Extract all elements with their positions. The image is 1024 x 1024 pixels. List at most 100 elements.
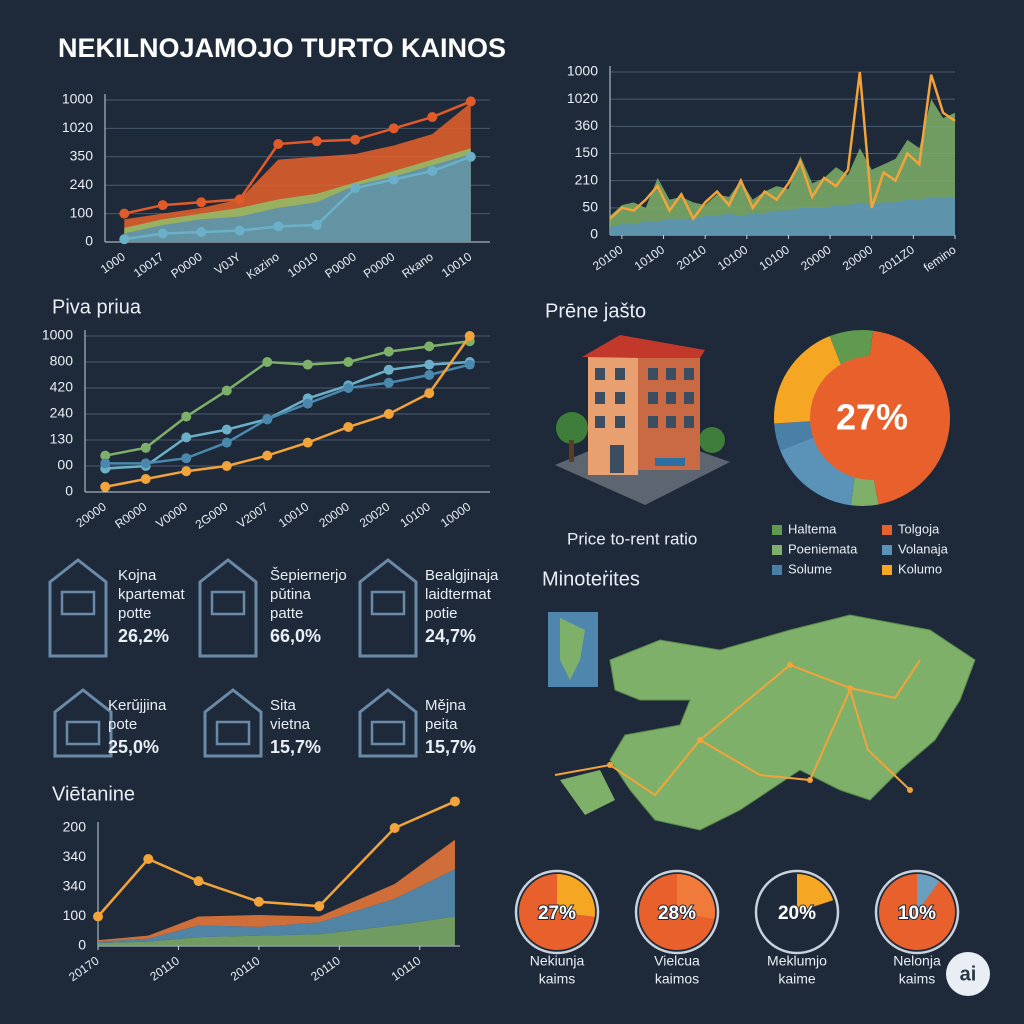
area — [610, 99, 955, 236]
section-caption: Price to-rent ratio — [567, 529, 697, 548]
marker — [221, 437, 232, 448]
legend-label: Kolumo — [898, 561, 942, 576]
marker — [427, 166, 438, 176]
marker — [157, 200, 168, 211]
house-window — [210, 590, 246, 616]
section-title: Prēne jašto — [545, 300, 646, 322]
stat-tile: Sita vietna 15,7% — [203, 688, 321, 758]
marker — [424, 388, 435, 399]
stat-value: 24,7% — [425, 626, 476, 646]
donut-label: Vielcua — [654, 953, 700, 969]
area — [610, 196, 955, 235]
donut-value: 10% — [898, 903, 936, 924]
badge: ai — [960, 963, 977, 985]
legend-swatch — [882, 545, 892, 555]
marker — [424, 341, 435, 352]
y-tick-label: 1020 — [567, 90, 598, 106]
marker — [388, 174, 399, 185]
house-icon — [358, 558, 418, 658]
marker — [234, 225, 245, 236]
marker — [464, 359, 475, 370]
marker — [311, 136, 322, 147]
y-tick-label: 800 — [50, 353, 74, 369]
marker — [100, 450, 111, 461]
line — [105, 360, 470, 470]
legend-label: Haltema — [788, 521, 837, 536]
legend-swatch — [882, 565, 892, 575]
area — [98, 839, 455, 942]
marker — [311, 219, 322, 230]
y-tick-label: 420 — [50, 379, 74, 395]
legend-swatch — [882, 525, 892, 535]
line — [123, 100, 472, 215]
marker — [343, 383, 354, 393]
marker — [234, 194, 245, 205]
y-tick-label: 0 — [590, 226, 598, 242]
donut-wedge — [797, 874, 834, 912]
donut-rest — [879, 874, 955, 950]
y-tick-label: 360 — [575, 117, 599, 133]
y-tick-label: 1000 — [567, 63, 598, 79]
marker — [383, 377, 394, 388]
marker — [221, 424, 232, 435]
marker — [119, 234, 130, 245]
donut-ring — [514, 869, 600, 955]
marker — [350, 183, 361, 194]
marker — [273, 139, 284, 150]
marker — [119, 208, 130, 219]
house-window — [370, 590, 406, 616]
y-tick-label: 350 — [70, 148, 94, 164]
donut-label: Meklumjo — [767, 953, 827, 969]
legend-label: Poeniemata — [788, 541, 858, 556]
marker — [383, 364, 394, 375]
line — [124, 155, 472, 241]
donut-ring — [634, 869, 720, 955]
marker — [221, 461, 232, 471]
badge-bg — [946, 952, 990, 996]
marker — [140, 474, 151, 484]
stat-label: Kerǔjjina — [108, 697, 167, 714]
marker — [140, 458, 151, 469]
y-tick-label: 150 — [575, 144, 599, 160]
donut-ring — [754, 869, 840, 955]
y-tick-label: 0 — [78, 937, 86, 953]
marker — [196, 227, 207, 238]
y-tick-label: 200 — [63, 819, 87, 835]
house-icon — [203, 688, 263, 758]
marker — [427, 112, 438, 123]
donut-wedge — [557, 874, 595, 917]
line — [105, 335, 471, 489]
stat-label: Bealgjinaja — [425, 567, 499, 584]
area — [98, 916, 455, 946]
line — [105, 363, 471, 465]
y-tick-label: 240 — [70, 176, 94, 192]
legend-label: Solume — [788, 561, 832, 576]
house-window — [65, 720, 101, 746]
building-illustration — [555, 335, 730, 505]
marker — [465, 151, 476, 162]
stat-label: Mějna — [425, 697, 467, 714]
y-tick-label: 340 — [63, 878, 87, 894]
stat-value: 25,0% — [108, 737, 159, 757]
stat-label: potie — [425, 605, 458, 622]
marker — [383, 409, 394, 419]
y-tick-label: 1000 — [62, 91, 93, 107]
stat-value: 15,7% — [270, 737, 321, 757]
stat-label: kpartemat — [118, 586, 186, 603]
stat-tile: Kerǔjjina pote 25,0% — [53, 688, 167, 758]
house-icon — [358, 688, 418, 758]
marker — [193, 876, 204, 887]
y-tick-label: 0 — [65, 483, 73, 499]
chart-title: Piva priua — [52, 296, 142, 318]
legend-label: Volanaja — [898, 541, 949, 556]
donut-value: 20% — [778, 903, 816, 924]
house-icon — [53, 688, 113, 758]
marker — [143, 853, 154, 864]
y-tick-label: 1000 — [42, 327, 73, 343]
stat-label: Šepiernerjo — [270, 567, 347, 584]
marker — [302, 398, 313, 409]
marker — [253, 896, 264, 907]
stat-tile: Kojna kpartemat potte 26,2% — [48, 558, 186, 658]
y-tick-label: 0 — [85, 233, 93, 249]
